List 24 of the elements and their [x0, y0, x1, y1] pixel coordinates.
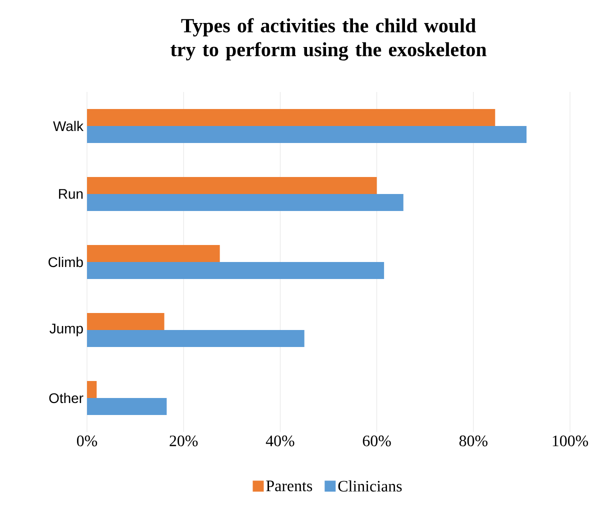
bar: [87, 176, 377, 194]
bar: [87, 262, 384, 279]
y-tick-label: Run: [59, 189, 83, 199]
y-tick-label: Walk: [53, 120, 84, 132]
bar: [87, 312, 164, 330]
x-tick-label: 80%: [459, 436, 488, 446]
legend-label: Clinicians: [338, 480, 402, 492]
legend-label: Parents: [266, 480, 312, 492]
y-tick-label: Jump: [50, 324, 83, 336]
y-tick-label: Other: [49, 392, 84, 404]
y-tick-label: Climb: [48, 256, 83, 268]
x-tick-label: 0%: [76, 436, 98, 446]
bar: [87, 244, 220, 262]
x-tick-label: 60%: [362, 436, 391, 446]
x-tick-label: 20%: [170, 436, 198, 446]
x-tick-label: 40%: [266, 436, 294, 446]
bar: [87, 108, 496, 126]
bar: [87, 398, 167, 415]
chart-title: Types of activities the child would try to perform using the exoskeleton: [170, 18, 486, 60]
bar: [87, 194, 404, 211]
bar: [87, 126, 527, 143]
bar: [87, 330, 304, 347]
bar: [87, 380, 97, 398]
x-tick-label: 100%: [552, 436, 588, 446]
